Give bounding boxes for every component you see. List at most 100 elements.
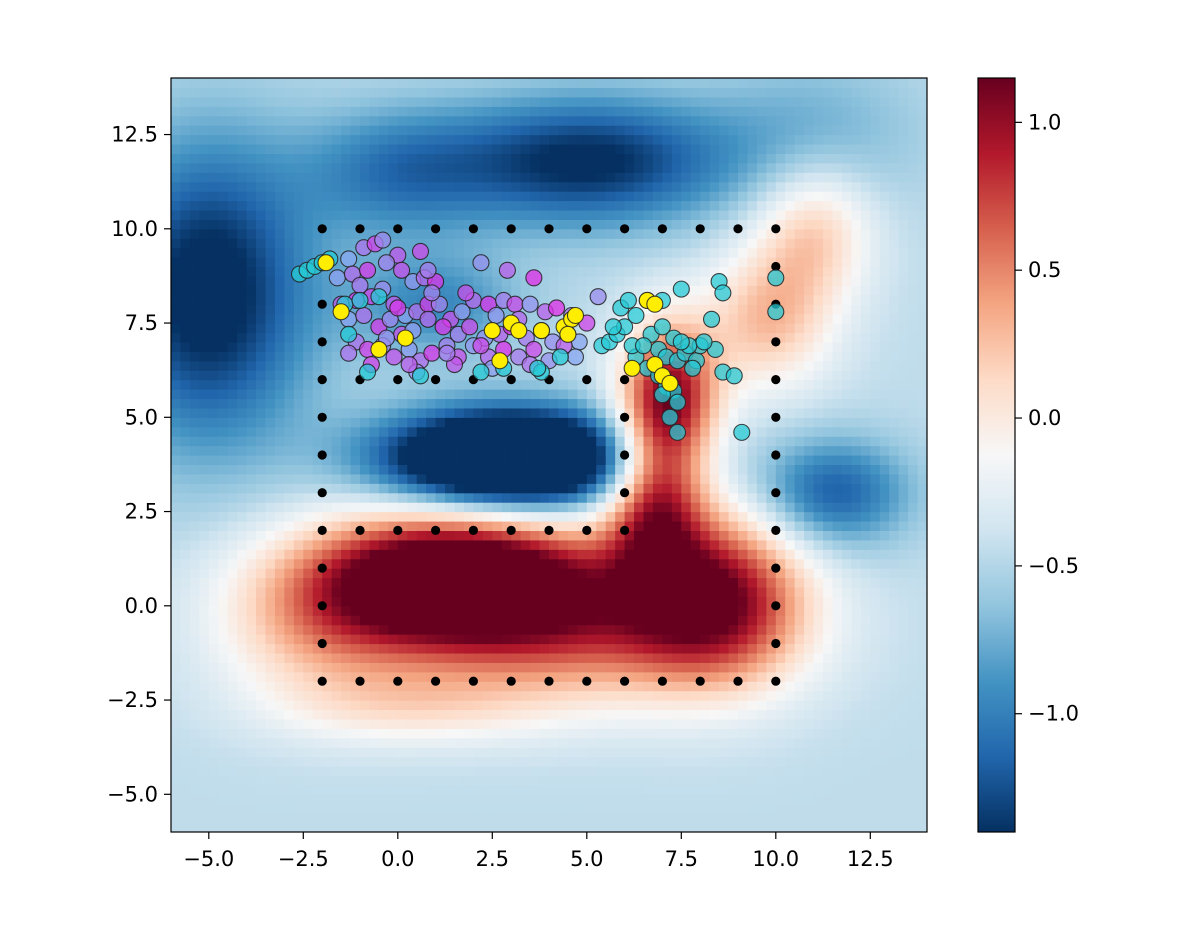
heatmap-cell [435,238,446,249]
heatmap-cell [662,624,673,635]
heatmap-cell [284,313,295,324]
heatmap-cell [189,473,200,484]
heatmap-cell [482,209,493,220]
heatmap-cell [303,87,314,98]
heatmap-cell [454,341,465,352]
heatmap-cell [747,304,758,315]
heatmap-cell [303,690,314,701]
heatmap-cell [473,219,484,230]
heatmap-cell [652,106,663,117]
heatmap-cell [189,483,200,494]
heatmap-cell [208,162,219,173]
heatmap-cell [596,389,607,400]
heatmap-cell [577,681,588,692]
heatmap-cell [473,379,484,390]
heatmap-cell [652,813,663,824]
heatmap-cell [388,483,399,494]
heatmap-cell [530,417,541,428]
heatmap-cell [208,407,219,418]
heatmap-cell [501,115,512,126]
heatmap-cell [180,134,191,145]
heatmap-cell [511,417,522,428]
heatmap-cell [463,652,474,663]
heatmap-cell [520,219,531,230]
heatmap-cell [312,634,323,645]
heatmap-cell [189,426,200,437]
heatmap-cell [218,568,229,579]
heatmap-cell [331,690,342,701]
heatmap-cell [624,398,635,409]
heatmap-cell [671,209,682,220]
heatmap-cell [747,115,758,126]
heatmap-cell [681,652,692,663]
heatmap-cell [426,803,437,814]
heatmap-cell [256,323,267,334]
heatmap-cell [180,257,191,268]
heatmap-cell [341,115,352,126]
heatmap-cell [199,87,210,98]
heatmap-cell [586,624,597,635]
heatmap-cell [246,436,257,447]
heatmap-cell [312,78,323,89]
heatmap-cell [596,426,607,437]
heatmap-cell [738,634,749,645]
heatmap-cell [520,511,531,522]
heatmap-cell [350,718,361,729]
heatmap-cell [350,172,361,183]
heatmap-cell [454,586,465,597]
heatmap-cell [747,360,758,371]
heatmap-cell [747,530,758,541]
heatmap-cell [549,379,560,390]
heatmap-cell [463,162,474,173]
heatmap-cell [756,709,767,720]
heatmap-cell [303,662,314,673]
heatmap-cell [331,662,342,673]
heatmap-cell [227,78,238,89]
heatmap-cell [208,492,219,503]
heatmap-cell [416,671,427,682]
heatmap-cell [369,558,380,569]
heatmap-cell [747,511,758,522]
heatmap-cell [369,577,380,588]
heatmap-cell [577,360,588,371]
heatmap-cell [426,605,437,616]
heatmap-cell [180,200,191,211]
heatmap-cell [407,181,418,192]
heatmap-cell [189,605,200,616]
heatmap-cell [615,492,626,503]
heatmap-cell [322,803,333,814]
heatmap-cell [747,436,758,447]
heatmap-cell [738,483,749,494]
heatmap-cell [218,737,229,748]
heatmap-cell [369,728,380,739]
heatmap-cell [407,586,418,597]
heatmap-cell [615,285,626,296]
heatmap-cell [530,78,541,89]
heatmap-cell [416,78,427,89]
heatmap-cell [397,502,408,513]
heatmap-cell [227,671,238,682]
heatmap-cell [246,718,257,729]
heatmap-cell [615,662,626,673]
heatmap-cell [341,681,352,692]
heatmap-cell [426,549,437,560]
heatmap-cell [634,266,645,277]
heatmap-cell [331,596,342,607]
heatmap-cell [463,106,474,117]
heatmap-cell [189,285,200,296]
heatmap-cell [397,718,408,729]
heatmap-cell [322,643,333,654]
heatmap-cell [634,643,645,654]
heatmap-cell [284,558,295,569]
heatmap-cell [728,520,739,531]
heatmap-cell [662,87,673,98]
heatmap-cell [341,172,352,183]
heatmap-cell [407,153,418,164]
heatmap-cell [549,794,560,805]
heatmap-cell [482,662,493,673]
heatmap-cell [369,209,380,220]
heatmap-cell [426,464,437,475]
heatmap-cell [189,191,200,202]
heatmap-cell [218,389,229,400]
heatmap-cell [596,520,607,531]
